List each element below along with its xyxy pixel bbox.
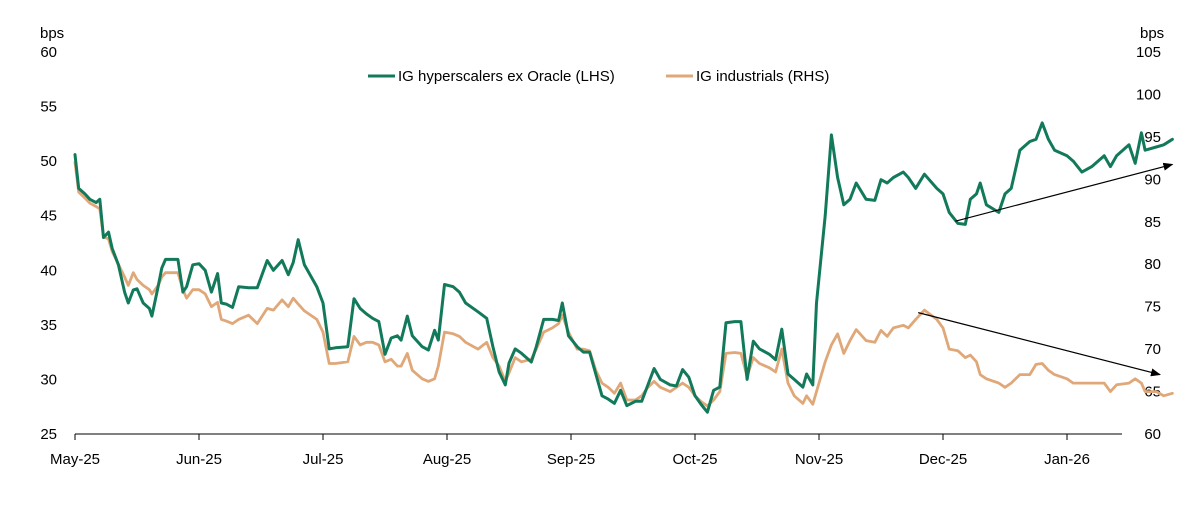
x-tick-label: Jun-25: [176, 451, 222, 468]
series-line-industrials: [73, 160, 1174, 408]
right-tick-label: 80: [1144, 256, 1161, 273]
x-tick-label: Oct-25: [672, 451, 717, 468]
right-tick-label: 75: [1144, 299, 1161, 316]
left-tick-label: 40: [40, 262, 57, 279]
x-tick-label: Aug-25: [423, 451, 471, 468]
legend: IG hyperscalers ex Oracle (LHS) IG indus…: [368, 68, 829, 85]
right-tick-label: 100: [1136, 86, 1161, 103]
left-tick-label: 30: [40, 371, 57, 388]
x-tick-label: Jul-25: [303, 451, 344, 468]
x-tick-label: Sep-25: [547, 451, 595, 468]
legend-label-hyperscalers: IG hyperscalers ex Oracle (LHS): [398, 68, 615, 85]
left-tick-label: 60: [40, 44, 57, 61]
legend-label-industrials: IG industrials (RHS): [696, 68, 829, 85]
series-layer: [73, 121, 1174, 414]
right-tick-label: 105: [1136, 44, 1161, 61]
x-tick-label: Dec-25: [919, 451, 967, 468]
left-tick-label: 25: [40, 426, 57, 443]
left-tick-label: 55: [40, 99, 57, 116]
left-tick-label: 45: [40, 208, 57, 225]
right-axis-unit: bps: [1140, 25, 1164, 42]
left-axis-unit: bps: [40, 25, 64, 42]
right-tick-label: 85: [1144, 214, 1161, 231]
left-axis-ticks: 25 30 35 40 45 50 55 60: [40, 44, 57, 443]
right-tick-label: 90: [1144, 171, 1161, 188]
arrow-industrials-trend: [918, 312, 1161, 377]
x-tick-label: Jan-26: [1044, 451, 1090, 468]
arrow-hyperscalers-trend: [955, 162, 1174, 222]
right-tick-label: 95: [1144, 129, 1161, 146]
x-tick-label: May-25: [50, 451, 100, 468]
series-line-hyperscalers: [73, 121, 1174, 414]
x-axis: May-25 Jun-25 Jul-25 Aug-25 Sep-25 Oct-25 Nov-…: [50, 433, 1122, 468]
left-tick-label: 50: [40, 153, 57, 170]
right-tick-label: 70: [1144, 341, 1161, 358]
x-tick-label: Nov-25: [795, 451, 843, 468]
annotation-arrows: [918, 162, 1174, 377]
right-tick-label: 60: [1144, 426, 1161, 443]
left-tick-label: 35: [40, 317, 57, 334]
